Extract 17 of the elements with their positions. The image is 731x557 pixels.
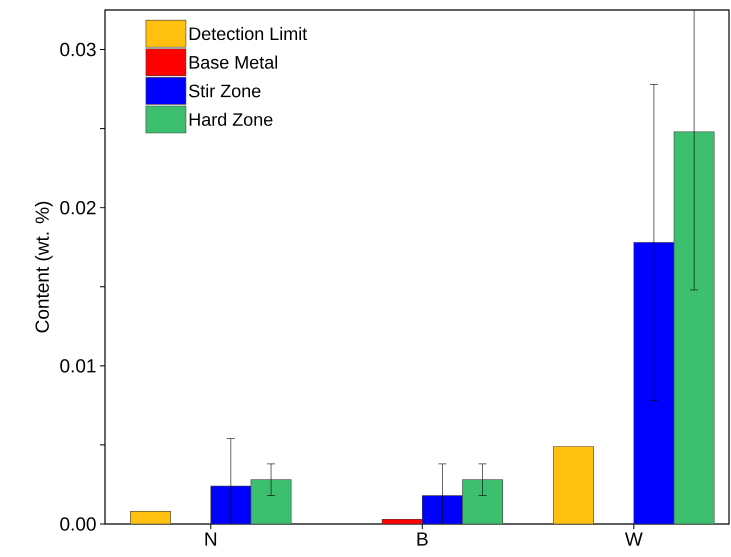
y-tick-label: 0.00 bbox=[60, 517, 96, 531]
y-tick-label: 0.02 bbox=[60, 200, 96, 214]
bar bbox=[130, 511, 171, 524]
y-tick-label: 0.01 bbox=[60, 359, 96, 373]
bar bbox=[553, 446, 594, 524]
legend-label: Detection Limit bbox=[190, 26, 308, 40]
x-tick-label: B bbox=[418, 532, 428, 546]
legend-label: Stir Zone bbox=[189, 84, 260, 98]
legend-label: Base Metal bbox=[190, 56, 278, 69]
y-tick-label: 0.03 bbox=[60, 42, 96, 56]
x-tick-label: W bbox=[624, 532, 643, 546]
legend-label: Hard Zone bbox=[190, 112, 272, 126]
y-axis-title: Content (wt. %) bbox=[34, 202, 53, 332]
bar bbox=[462, 479, 503, 524]
bar bbox=[674, 131, 714, 524]
x-tick-label: N bbox=[205, 532, 216, 546]
bar bbox=[250, 479, 292, 524]
